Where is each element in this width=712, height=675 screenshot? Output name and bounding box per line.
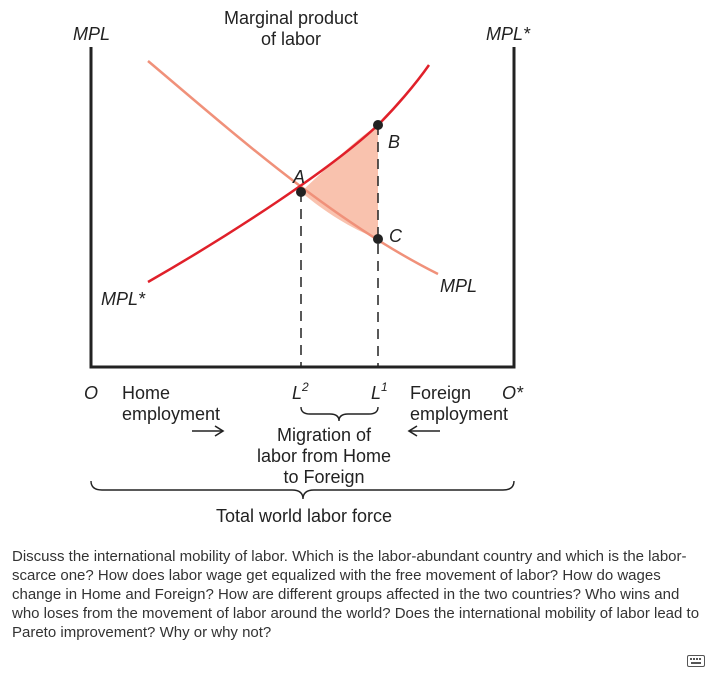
home-employment-arrow [192,425,225,437]
l1-label: L1 [371,380,388,403]
axes-frame [89,47,516,369]
point-a-label: A [292,167,305,187]
l1-superscript: 1 [381,380,388,394]
world-gain-triangle [301,125,378,239]
total-labor-brace [90,480,515,500]
point-b-label: B [388,132,400,152]
l2-letter: L [292,383,302,403]
diagram-title-line2: of labor [261,29,321,49]
l1-letter: L [371,383,381,403]
point-b-dot [373,120,383,130]
home-employment-line2: employment [122,404,220,424]
foreign-origin-label: O* [502,383,524,403]
foreign-mpl-curve [147,64,431,284]
left-axis-label: MPL [73,24,110,44]
l2-label: L2 [292,380,309,403]
home-employment-line1: Home [122,383,170,403]
migration-line2: labor from Home [257,446,391,466]
migration-line3: to Foreign [283,467,364,487]
foreign-employment-arrow [407,425,440,437]
keyboard-icon[interactable] [687,655,705,667]
labor-migration-diagram: Marginal product of labor MPL MPL* MPL M… [73,8,531,526]
home-mpl-curve [147,60,439,276]
point-c-label: C [389,226,403,246]
point-a-dot [296,187,306,197]
migration-brace [300,406,379,422]
foreign-employment-line1: Foreign [410,383,471,403]
point-c-dot [373,234,383,244]
foreign-employment-line2: employment [410,404,508,424]
foreign-curve-label: MPL* [101,289,146,309]
migration-line1: Migration of [277,425,372,445]
question-text: Discuss the international mobility of la… [12,548,700,641]
home-curve-label: MPL [440,276,477,296]
l2-superscript: 2 [301,380,309,394]
right-axis-label: MPL* [486,24,531,44]
diagram-title-line1: Marginal product [224,8,358,28]
home-origin-label: O [84,383,98,403]
total-labor-label: Total world labor force [216,506,392,526]
